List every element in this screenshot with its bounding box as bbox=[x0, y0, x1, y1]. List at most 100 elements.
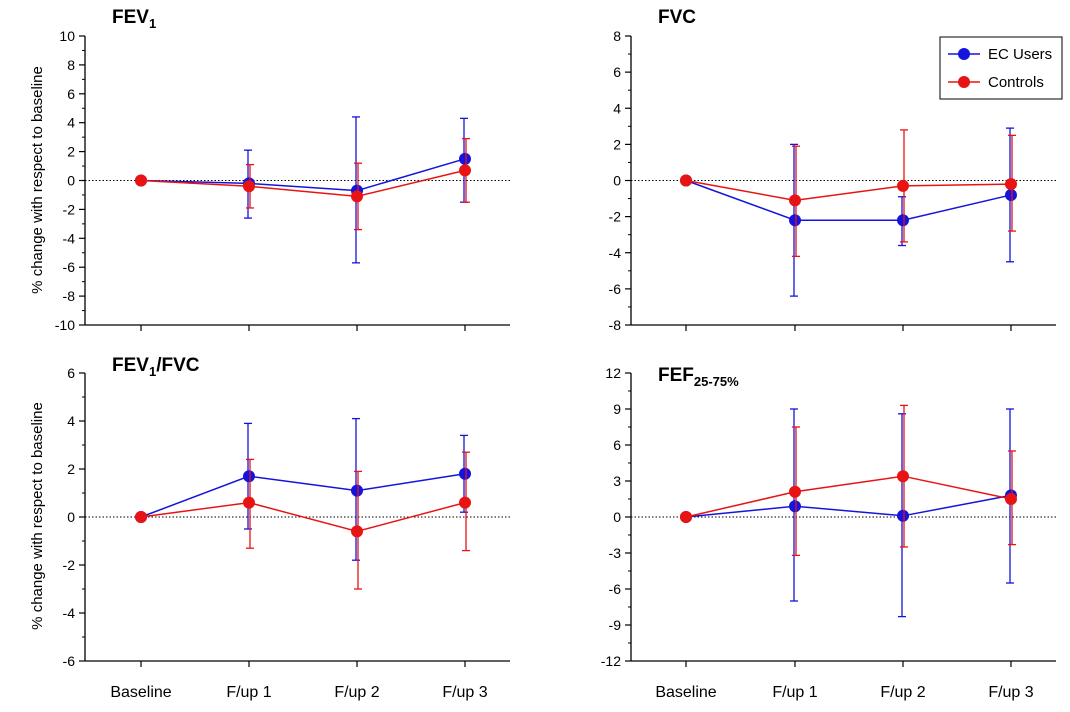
data-point bbox=[243, 470, 255, 483]
y-axis-label-bottom: % change with respect to baseline bbox=[29, 402, 46, 630]
data-point bbox=[789, 194, 801, 207]
panel-title-main: FVC bbox=[658, 7, 696, 28]
series-ec-users bbox=[135, 116, 471, 264]
y-tick-label: 6 bbox=[613, 64, 621, 80]
series-ec-users bbox=[680, 408, 1017, 618]
data-point bbox=[459, 152, 471, 165]
y-tick-label: 0 bbox=[67, 509, 75, 525]
data-point bbox=[243, 180, 255, 193]
y-tick-label: 6 bbox=[67, 86, 75, 102]
legend-label: Controls bbox=[988, 74, 1044, 91]
panel-title-suffix: /FVC bbox=[156, 355, 200, 376]
panel-1: FEV1 10 8 6 4 2 0 -2 -4 -6 -8 -10 bbox=[55, 7, 510, 333]
series-line bbox=[140, 501, 466, 533]
y-tick-label: 3 bbox=[613, 473, 621, 489]
panel-title-subscript: 25-75% bbox=[694, 374, 739, 389]
y-tick-label: 2 bbox=[613, 136, 621, 152]
series-line bbox=[140, 473, 466, 518]
y-tick-label: -3 bbox=[609, 545, 622, 561]
y-tick-label: 8 bbox=[67, 57, 75, 73]
y-tick-label: 0 bbox=[67, 173, 75, 189]
data-point bbox=[897, 509, 909, 522]
panel-4: FEF25-75% 12 9 6 3 0 -3 -6 -9 -12 Baseline F/up 1 F/… bbox=[601, 365, 1056, 701]
data-point bbox=[135, 511, 147, 523]
series-line bbox=[140, 169, 466, 198]
series-ec-users bbox=[135, 417, 471, 561]
panel-3: FEV1/FVC 6 4 2 0 -2 -4 -6 Baseline F/up 1 F/up 2 F/… bbox=[63, 355, 510, 701]
x-tick-label: F/up 3 bbox=[988, 684, 1033, 701]
legend: EC Users Controls bbox=[939, 36, 1063, 100]
data-point bbox=[789, 214, 801, 227]
series-controls bbox=[135, 137, 471, 231]
y-tick-label: -6 bbox=[63, 259, 76, 275]
y-tick-label: -4 bbox=[63, 230, 76, 246]
panel-title: FEV1/FVC bbox=[112, 355, 200, 379]
data-point bbox=[135, 174, 147, 187]
y-tick-label: -4 bbox=[63, 605, 76, 621]
x-tick-label: Baseline bbox=[110, 684, 171, 701]
data-point bbox=[459, 496, 471, 509]
data-point bbox=[243, 496, 255, 509]
y-tick-label: -6 bbox=[609, 581, 622, 597]
series-line bbox=[685, 494, 1012, 518]
y-tick-label: -2 bbox=[609, 209, 622, 225]
y-tick-label: -8 bbox=[63, 288, 76, 304]
data-point bbox=[459, 164, 471, 177]
panel-2: FVC 8 6 4 2 0 -2 -4 -6 -8 bbox=[609, 7, 1056, 333]
data-point bbox=[1005, 188, 1017, 201]
y-tick-label: 0 bbox=[613, 509, 621, 525]
data-point bbox=[680, 511, 692, 523]
legend-swatch-marker bbox=[958, 76, 970, 88]
y-tick-label: -8 bbox=[609, 317, 622, 333]
x-tick-label: F/up 3 bbox=[442, 684, 487, 701]
panel-title-main: FEF bbox=[658, 365, 694, 386]
data-point bbox=[459, 467, 471, 480]
data-point bbox=[351, 525, 363, 538]
y-tick-label: 10 bbox=[59, 28, 75, 44]
panel-title-subscript: 1 bbox=[149, 364, 156, 379]
y-tick-label: 0 bbox=[613, 173, 621, 189]
series-line bbox=[685, 475, 1012, 518]
x-tick-label: F/up 2 bbox=[334, 684, 379, 701]
legend-swatch-marker bbox=[958, 48, 970, 60]
panel-title-subscript: 1 bbox=[149, 16, 156, 31]
y-tick-label: -4 bbox=[609, 245, 622, 261]
data-point bbox=[897, 214, 909, 227]
y-tick-label: 6 bbox=[613, 437, 621, 453]
y-tick-label: 12 bbox=[605, 365, 621, 381]
series-controls bbox=[680, 129, 1017, 258]
x-tick-label: F/up 1 bbox=[226, 684, 271, 701]
y-tick-label: -6 bbox=[609, 281, 622, 297]
y-tick-label: 6 bbox=[67, 365, 75, 381]
y-tick-label: 4 bbox=[67, 413, 75, 429]
panel-title-main: FEV bbox=[112, 7, 149, 28]
series-ec-users bbox=[680, 127, 1017, 297]
y-tick-label: -6 bbox=[63, 653, 76, 669]
legend-item: Controls bbox=[948, 74, 1044, 91]
data-point bbox=[789, 500, 801, 513]
y-tick-label: -2 bbox=[63, 201, 76, 217]
y-tick-label: 2 bbox=[67, 144, 75, 160]
y-tick-label: 4 bbox=[613, 100, 621, 116]
y-tick-label: -10 bbox=[55, 317, 75, 333]
panel-title: FVC bbox=[658, 7, 696, 28]
y-tick-label: 2 bbox=[67, 461, 75, 477]
y-tick-label: 9 bbox=[613, 401, 621, 417]
data-point bbox=[789, 485, 801, 498]
legend-item: EC Users bbox=[948, 46, 1052, 63]
data-point bbox=[351, 484, 363, 497]
series-controls bbox=[680, 404, 1017, 557]
data-point bbox=[351, 190, 363, 203]
x-tick-label: Baseline bbox=[655, 684, 716, 701]
y-tick-label: -9 bbox=[609, 617, 622, 633]
series-line bbox=[140, 158, 466, 192]
x-tick-label: F/up 1 bbox=[772, 684, 817, 701]
y-tick-label: -2 bbox=[63, 557, 76, 573]
x-tick-label: F/up 2 bbox=[880, 684, 925, 701]
series-controls bbox=[135, 451, 471, 590]
series-line bbox=[685, 179, 1012, 202]
panel-title: FEV1 bbox=[112, 7, 156, 31]
data-point bbox=[1005, 178, 1017, 191]
legend-box bbox=[939, 36, 1063, 100]
